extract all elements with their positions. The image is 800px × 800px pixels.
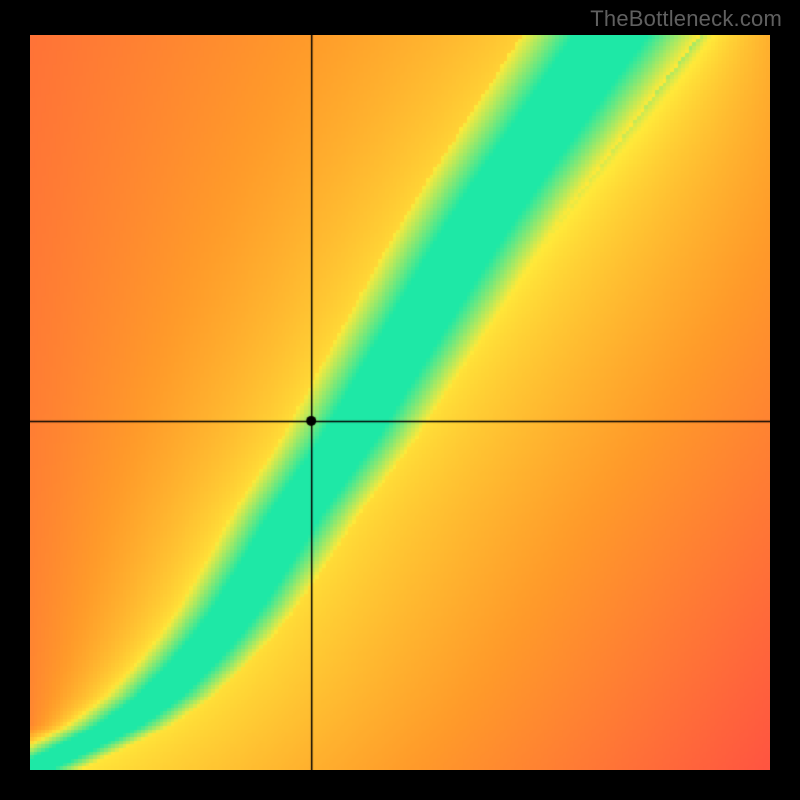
- bottleneck-heatmap: [30, 35, 770, 770]
- watermark-label: TheBottleneck.com: [590, 6, 782, 32]
- chart-container: TheBottleneck.com: [0, 0, 800, 800]
